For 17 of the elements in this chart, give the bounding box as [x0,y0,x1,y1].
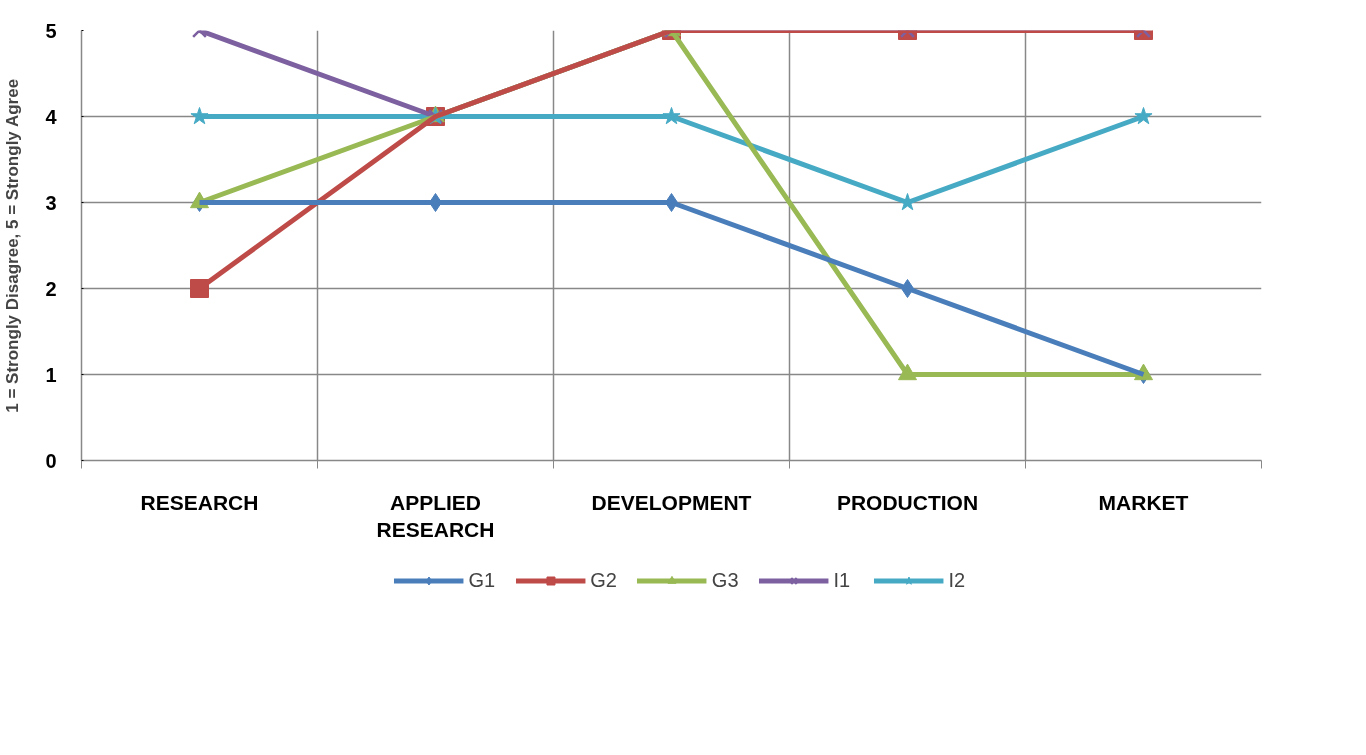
x-tick-label: PRODUCTION [836,490,979,514]
legend-label: I1 [833,568,852,592]
y-tick-label: 5 [45,19,57,42]
legend-label: G3 [711,568,739,592]
y-tick-label: 4 [45,105,58,128]
y-tick-label: 2 [45,277,57,300]
x-tick-label: DEVELOPMENT [591,490,752,514]
legend-label: G2 [590,568,617,592]
y-tick-label: 1 [45,363,57,386]
y-tick-label: 3 [45,191,57,214]
x-tick-label: RESEARCH [140,490,259,514]
legend-label: G1 [468,568,496,592]
y-tick-label: 0 [45,449,57,472]
x-tick-label: APPLIED RESEARCH [376,490,495,542]
legend-label: I2 [948,568,967,592]
y-axis-title: 1 = Strongly Disagree, 5 = Strongly Agree [3,78,23,413]
x-tick-label: MARKET [1098,490,1189,514]
